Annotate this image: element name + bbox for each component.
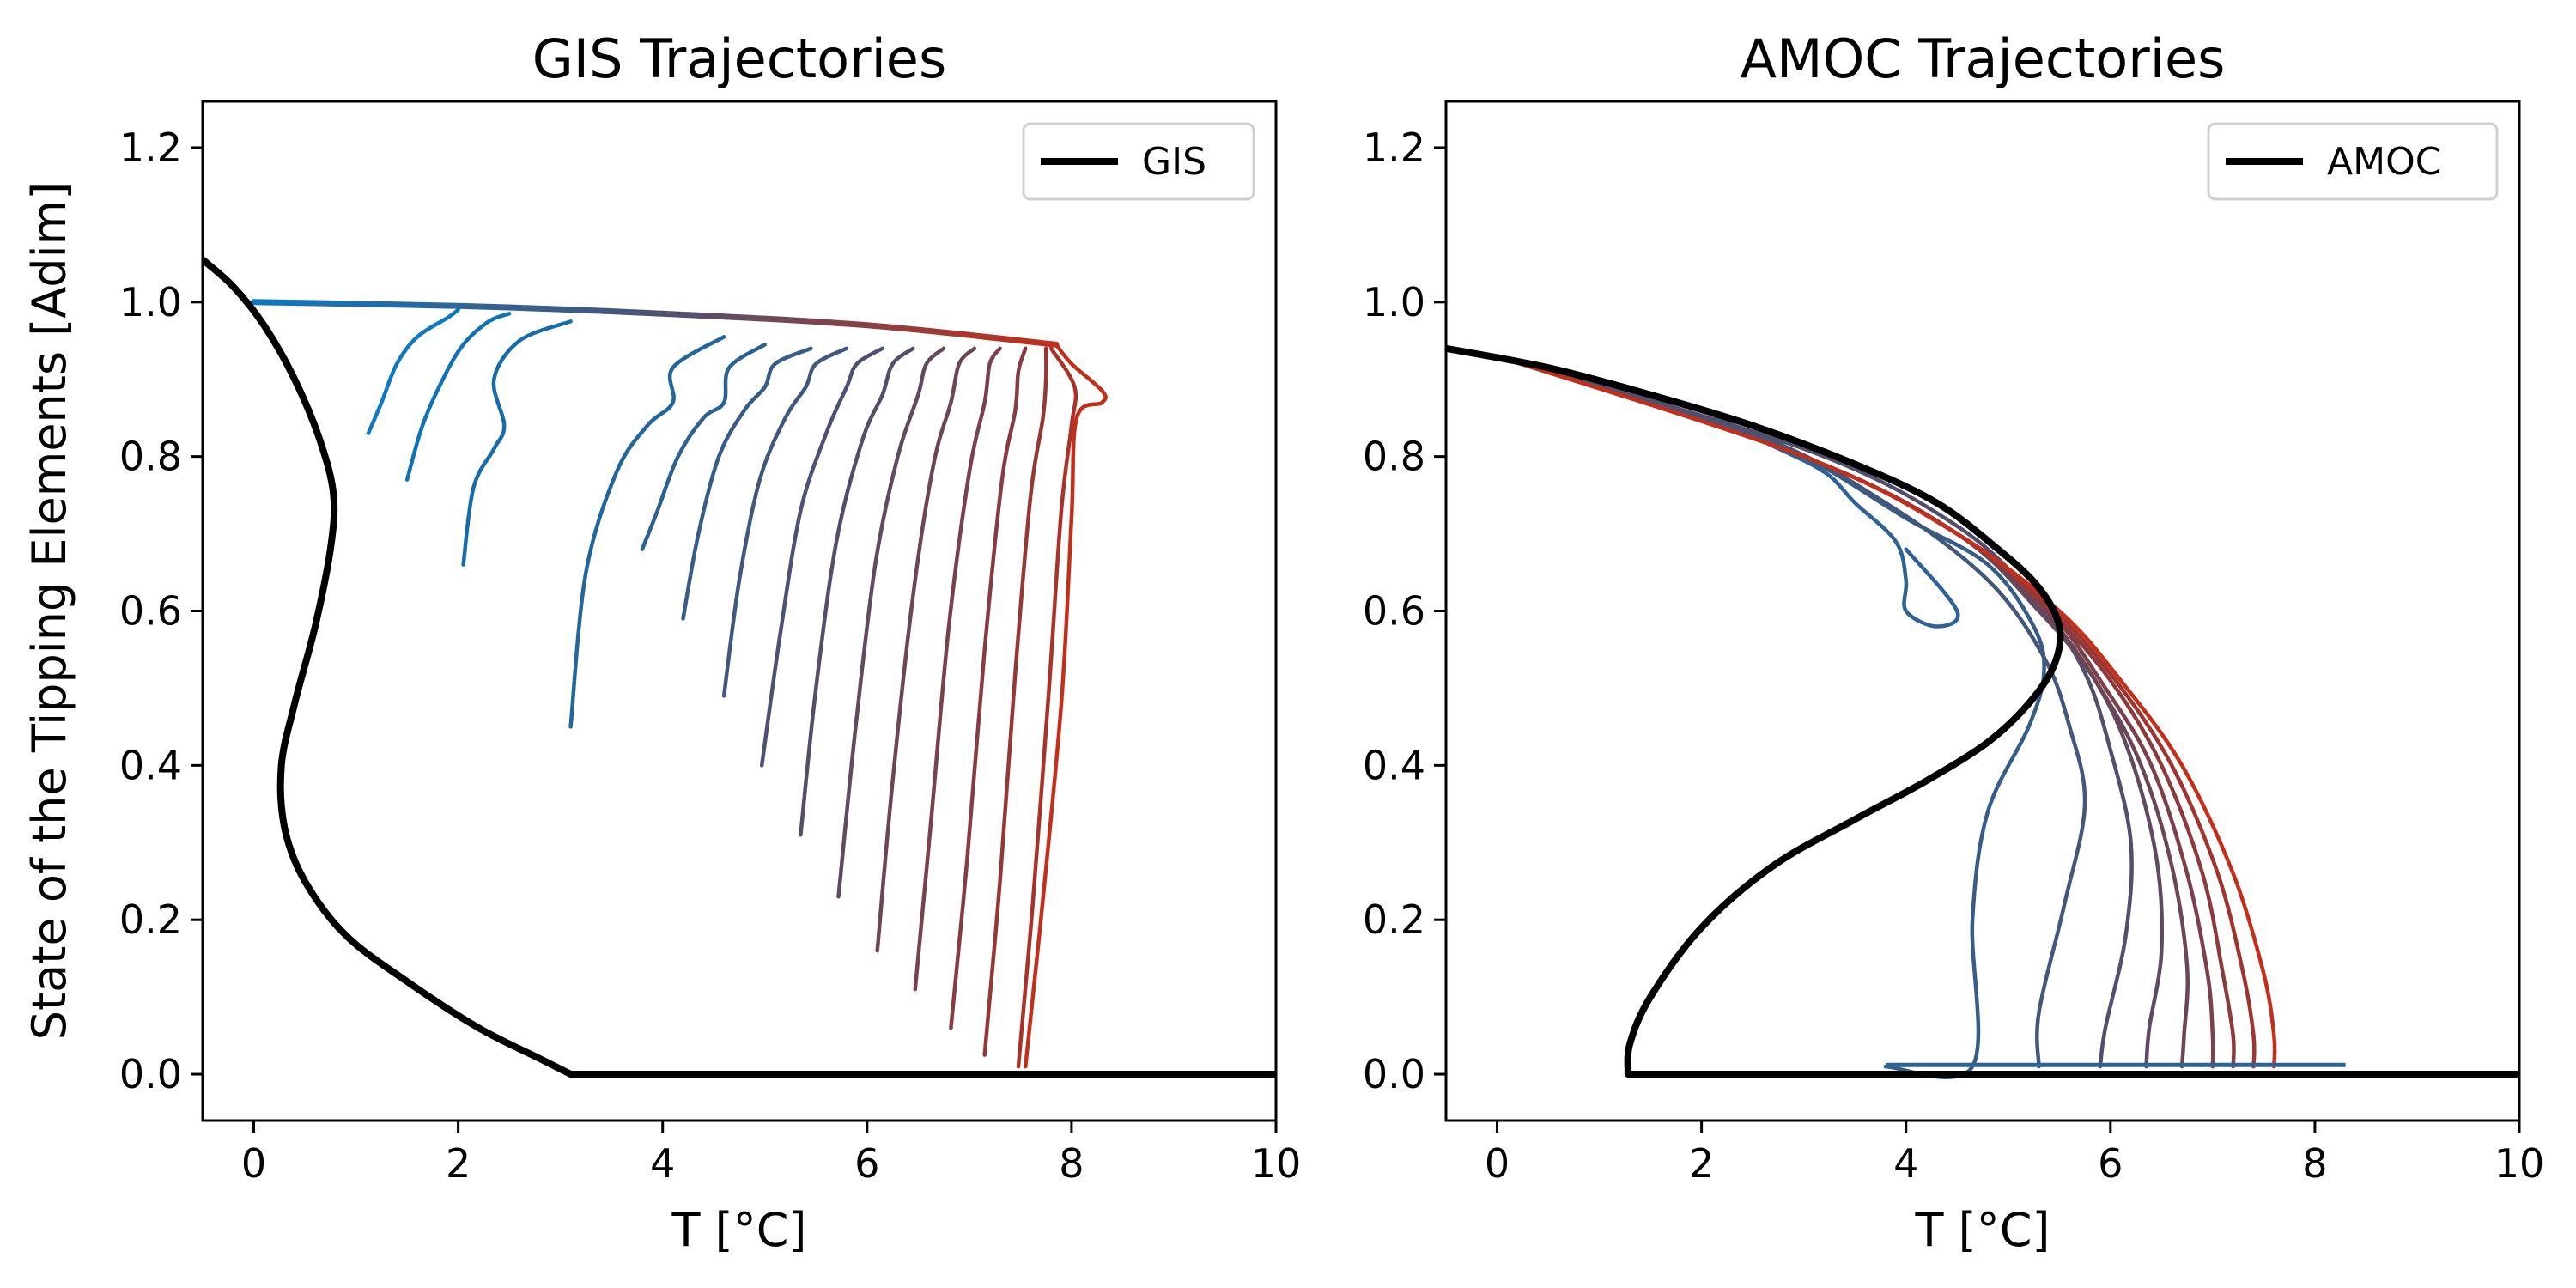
y-tick-label: 1.2 (1363, 125, 1425, 171)
y-tick-label: 1.0 (1363, 279, 1425, 325)
x-axis-label: T [°C] (671, 1203, 807, 1257)
trajectory-line (681, 346, 813, 621)
legend-label: GIS (1142, 140, 1206, 184)
trajectory-line (461, 319, 573, 567)
amoc-panel: 0 2 4 6 8 10 0.0 0.2 0.4 0.6 0.8 1.0 1.2 AMOC Traject… (1363, 27, 2544, 1257)
trajectory-line (1495, 354, 2134, 1069)
y-tick-label: 0.2 (1363, 896, 1425, 943)
trajectory-line (1495, 354, 1960, 629)
x-tick-label: 10 (2494, 1140, 2545, 1187)
x-tick-label: 10 (1251, 1140, 1302, 1187)
trajectory-line (875, 346, 977, 953)
x-tick-label: 6 (854, 1140, 879, 1187)
y-tick-label: 0.4 (119, 742, 182, 788)
trajectory-line (1495, 354, 2046, 1079)
trajectory-line (1024, 343, 1108, 1069)
x-tick-label: 2 (1689, 1140, 1714, 1187)
x-tick-label: 2 (446, 1140, 471, 1187)
chart-title: GIS Trajectories (532, 27, 947, 90)
y-tick-label: 0.6 (119, 588, 182, 635)
trajectory-line (1495, 354, 2277, 1069)
y-tick-label: 1.0 (119, 279, 182, 325)
trajectory-line (949, 346, 1028, 1030)
trajectory-line (640, 343, 768, 551)
y-tick-label: 0.6 (1363, 588, 1425, 635)
trajectory-line (404, 312, 512, 482)
trajectory-line (1016, 346, 1078, 1069)
trajectory-line (721, 346, 849, 698)
chart-title: AMOC Trajectories (1741, 27, 2226, 90)
trajectory-line (1495, 354, 2236, 1069)
y-tick-label: 0.4 (1363, 742, 1425, 788)
trajectory-plateau (251, 299, 1060, 348)
plot-area (1446, 344, 2519, 1079)
y-tick-label: 0.0 (1363, 1051, 1425, 1097)
plot-area (203, 257, 1276, 1078)
trajectory-line (1495, 354, 2165, 1069)
x-tick-label: 6 (2098, 1140, 2123, 1187)
y-tick-label: 0.0 (119, 1051, 182, 1097)
legend-box (1022, 122, 1255, 201)
equilibrium-line (203, 257, 1276, 1078)
y-tick-label: 0.2 (119, 896, 182, 943)
x-tick-label: 8 (2302, 1140, 2327, 1187)
equilibrium-line (1446, 344, 2519, 1078)
trajectory-line (366, 307, 460, 435)
y-tick-label: 0.8 (119, 434, 182, 480)
trajectory-line (982, 346, 1048, 1057)
x-tick-label: 8 (1059, 1140, 1084, 1187)
trajectory-line (799, 346, 915, 837)
x-tick-label: 0 (241, 1140, 266, 1187)
trajectory-line (568, 335, 726, 729)
trajectory-line (759, 346, 884, 768)
trajectory-line (836, 346, 946, 899)
trajectory-line (1495, 354, 2257, 1069)
gis-panel: 0 2 4 6 8 10 0.0 0.2 0.4 0.6 0.8 1.0 1.2 GIS Trajecto… (22, 27, 1301, 1257)
x-tick-label: 4 (1893, 1140, 1918, 1187)
y-tick-label: 1.2 (119, 125, 182, 171)
x-tick-label: 0 (1485, 1140, 1510, 1187)
x-axis-label: T [°C] (1915, 1203, 2050, 1257)
axes-frame (1444, 100, 2521, 1122)
trajectory-line (1495, 354, 2087, 1069)
y-axis-label: State of the Tipping Elements [Adim] (22, 182, 76, 1041)
axes-frame (201, 100, 1278, 1122)
legend-box (2207, 122, 2499, 201)
x-tick-label: 4 (650, 1140, 675, 1187)
y-tick-label: 0.8 (1363, 434, 1425, 480)
trajectory-line (913, 346, 1002, 992)
legend-label: AMOC (2327, 140, 2441, 184)
